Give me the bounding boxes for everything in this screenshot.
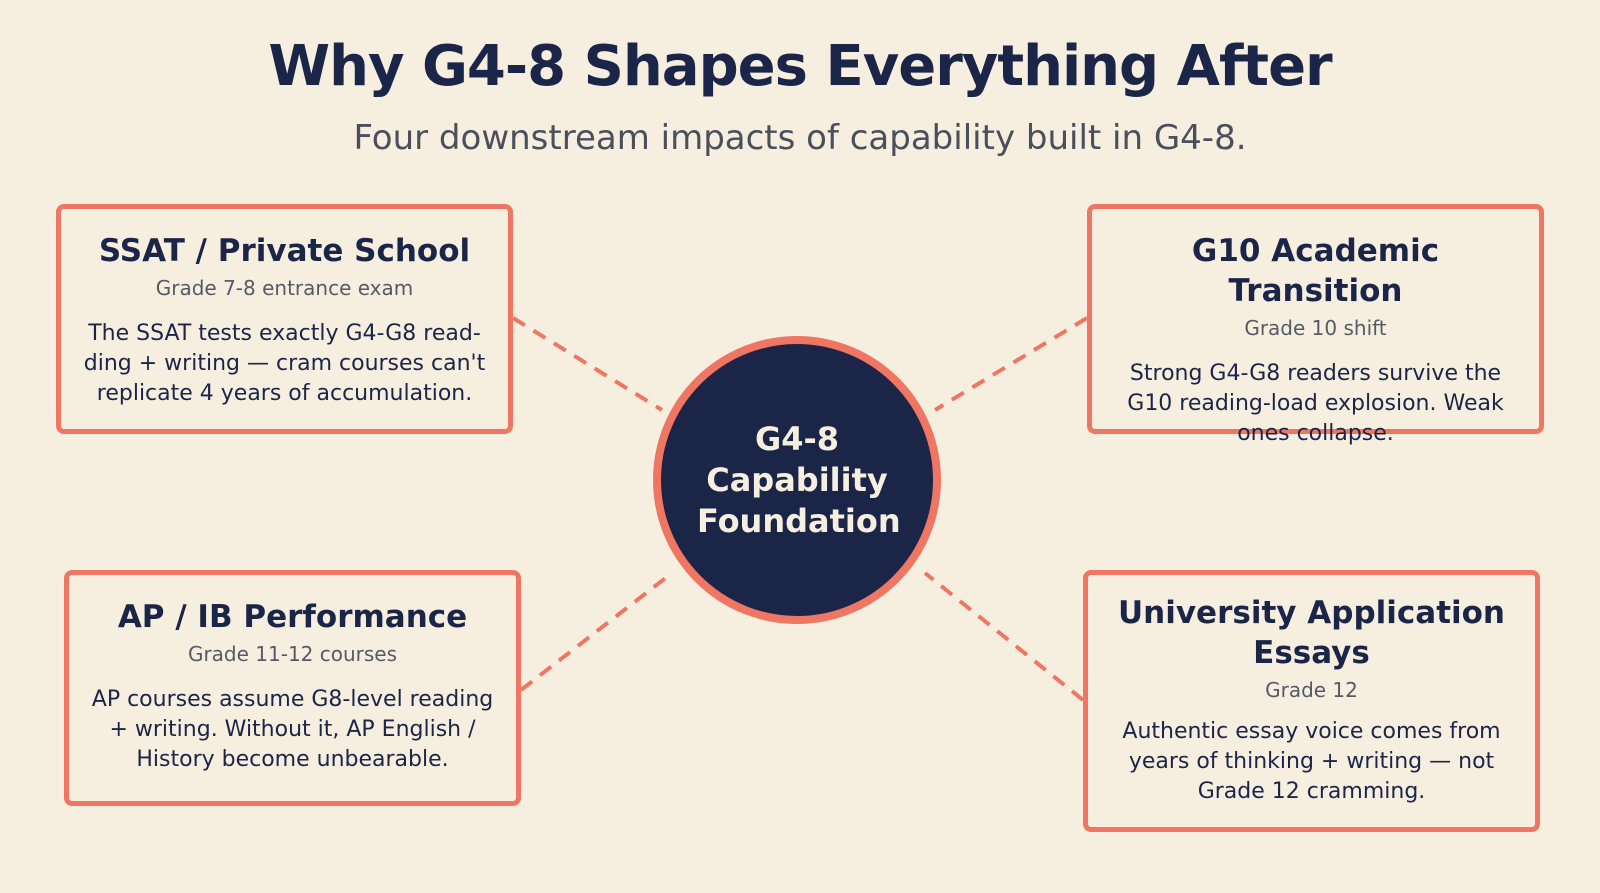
connector-g10 — [933, 316, 1089, 412]
diagram-title: Why G4-8 Shapes Everything After — [268, 34, 1332, 99]
card-ap-ib: AP / IB Performance Grade 11-12 courses … — [64, 570, 521, 806]
card-description: The SSAT tests exactly G4-G8 read-ding +… — [83, 321, 486, 406]
connector-ap — [519, 571, 674, 692]
card-subtitle: Grade 11-12 courses — [187, 642, 398, 666]
card-subtitle: Grade 10 shift — [1244, 316, 1387, 340]
card-g10-transition: G10 Academic Transition Grade 10 shift S… — [1087, 204, 1544, 446]
connector-uni — [923, 571, 1085, 702]
central-hub: G4-8 Capability Foundation — [653, 336, 941, 624]
card-title: G10 Academic Transition — [1191, 233, 1440, 309]
card-subtitle: Grade 12 — [1265, 678, 1358, 702]
card-subtitle: Grade 7-8 entrance exam — [155, 276, 414, 300]
card-ssat: SSAT / Private School Grade 7-8 entrance… — [56, 204, 513, 434]
card-title: AP / IB Performance — [117, 599, 468, 635]
card-description: Strong G4-G8 readers survive the G10 rea… — [1127, 361, 1504, 446]
card-university-essays: University Application Essays Grade 12 A… — [1083, 570, 1540, 832]
card-title: University Application Essays — [1117, 595, 1505, 671]
hub-label: G4-8 Capability Foundation — [697, 419, 901, 540]
card-description: AP courses assume G8-level reading + wri… — [91, 687, 494, 772]
card-title: SSAT / Private School — [98, 233, 471, 269]
card-description: Authentic essay voice comes from years o… — [1122, 719, 1501, 804]
diagram-subtitle: Four downstream impacts of capability bu… — [353, 118, 1247, 158]
connector-ssat — [511, 316, 664, 412]
